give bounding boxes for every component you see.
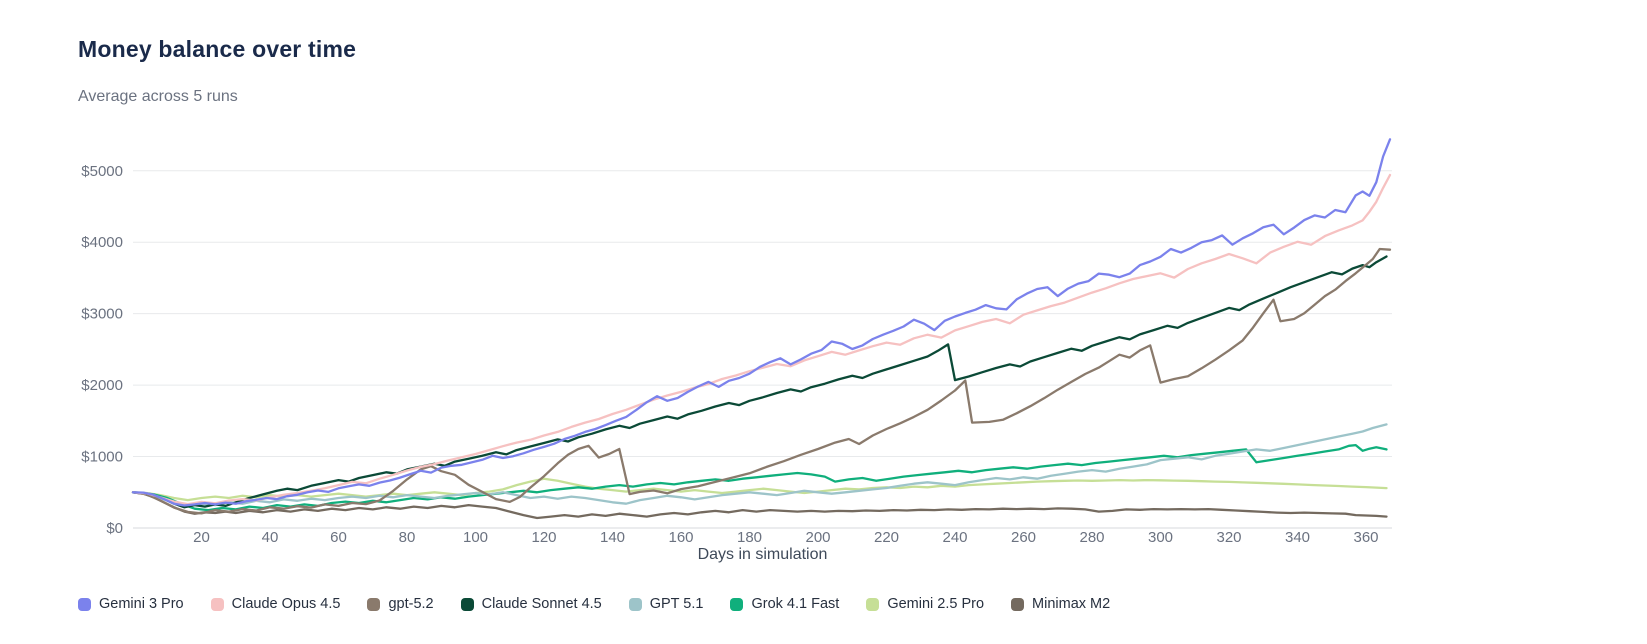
legend-item-minimax-m2[interactable]: Minimax M2 xyxy=(1011,596,1110,612)
x-tick-label-160: 160 xyxy=(668,529,693,546)
y-tick-label-1000: $1000 xyxy=(81,449,123,466)
x-tick-label-100: 100 xyxy=(463,529,488,546)
legend-label-gemini-3-pro: Gemini 3 Pro xyxy=(99,596,184,612)
x-tick-label-60: 60 xyxy=(330,529,347,546)
y-tick-label-4000: $4000 xyxy=(81,234,123,251)
x-tick-label-140: 140 xyxy=(600,529,625,546)
x-tick-label-260: 260 xyxy=(1011,529,1036,546)
x-tick-label-180: 180 xyxy=(737,529,762,546)
legend-item-gemini-2-5-pro[interactable]: Gemini 2.5 Pro xyxy=(866,596,984,612)
legend-swatch-grok-4-1-fast xyxy=(730,597,744,611)
x-tick-label-120: 120 xyxy=(531,529,556,546)
legend-swatch-gpt-5-1 xyxy=(628,597,642,611)
x-tick-label-40: 40 xyxy=(262,529,279,546)
y-tick-label-3000: $3000 xyxy=(81,306,123,323)
balance-line-chart: $0 $1000 $2000 $3000 $4000 $5000 20 40 60 80 100 12… xyxy=(81,138,1392,546)
legend-swatch-claude-opus-4-5 xyxy=(210,597,224,611)
legend-swatch-gemini-3-pro xyxy=(78,597,91,611)
legend-label-minimax-m2: Minimax M2 xyxy=(1032,596,1111,612)
x-tick-label-360: 360 xyxy=(1353,529,1378,546)
legend-item-claude-opus-4-5[interactable]: Claude Opus 4.5 xyxy=(210,596,341,612)
legend-label-gpt-5-2: gpt-5.2 xyxy=(388,596,434,612)
x-axis-label: Days in simulation xyxy=(697,546,828,563)
legend-swatch-gpt-5-2 xyxy=(367,597,381,611)
x-tick-label-340: 340 xyxy=(1285,529,1310,546)
x-tick-label-300: 300 xyxy=(1148,529,1173,546)
legend-item-grok-4-1-fast[interactable]: Grok 4.1 Fast xyxy=(730,596,839,612)
legend-item-claude-sonnet-4-5[interactable]: Claude Sonnet 4.5 xyxy=(460,596,602,612)
series-line-gpt-5-1 xyxy=(131,423,1388,508)
x-tick-label-280: 280 xyxy=(1079,529,1104,546)
x-tick-label-200: 200 xyxy=(805,529,830,546)
legend-item-gpt-5-1[interactable]: GPT 5.1 xyxy=(628,596,704,612)
series-line-gemini-2-5-pro xyxy=(131,477,1388,502)
page-title: Money balance over time xyxy=(78,36,357,62)
series-line-gemini-3-pro xyxy=(131,138,1392,507)
x-tick-label-240: 240 xyxy=(942,529,967,546)
series-line-gpt-5-2 xyxy=(131,247,1392,515)
legend-label-claude-sonnet-4-5: Claude Sonnet 4.5 xyxy=(481,596,602,612)
series-line-claude-opus-4-5 xyxy=(131,173,1392,506)
legend-swatch-minimax-m2 xyxy=(1011,597,1025,611)
legend-item-gemini-3-pro[interactable]: Gemini 3 Pro xyxy=(78,596,184,612)
chart-subtitle: Average across 5 runs xyxy=(78,88,238,105)
y-tick-label-0: $0 xyxy=(106,520,123,537)
x-tick-label-20: 20 xyxy=(193,529,210,546)
y-tick-label-2000: $2000 xyxy=(81,377,123,394)
x-tick-label-80: 80 xyxy=(399,529,416,546)
y-tick-label-5000: $5000 xyxy=(81,163,123,180)
x-tick-label-320: 320 xyxy=(1216,529,1241,546)
legend-swatch-gemini-2-5-pro xyxy=(866,597,880,611)
x-tick-label-220: 220 xyxy=(874,529,899,546)
legend-item-gpt-5-2[interactable]: gpt-5.2 xyxy=(367,596,434,612)
legend-label-gpt-5-1: GPT 5.1 xyxy=(649,596,704,612)
chart-legend: Gemini 3 Pro Claude Opus 4.5 gpt-5.2 Claude… xyxy=(78,596,1110,612)
legend-swatch-claude-sonnet-4-5 xyxy=(460,597,474,611)
series-line-claude-sonnet-4-5 xyxy=(131,255,1388,509)
series-line-grok-4-1-fast xyxy=(131,443,1388,512)
legend-label-grok-4-1-fast: Grok 4.1 Fast xyxy=(751,596,840,612)
legend-label-claude-opus-4-5: Claude Opus 4.5 xyxy=(231,596,341,612)
series-line-minimax-m2 xyxy=(131,491,1388,520)
legend-label-gemini-2-5-pro: Gemini 2.5 Pro xyxy=(887,596,985,612)
